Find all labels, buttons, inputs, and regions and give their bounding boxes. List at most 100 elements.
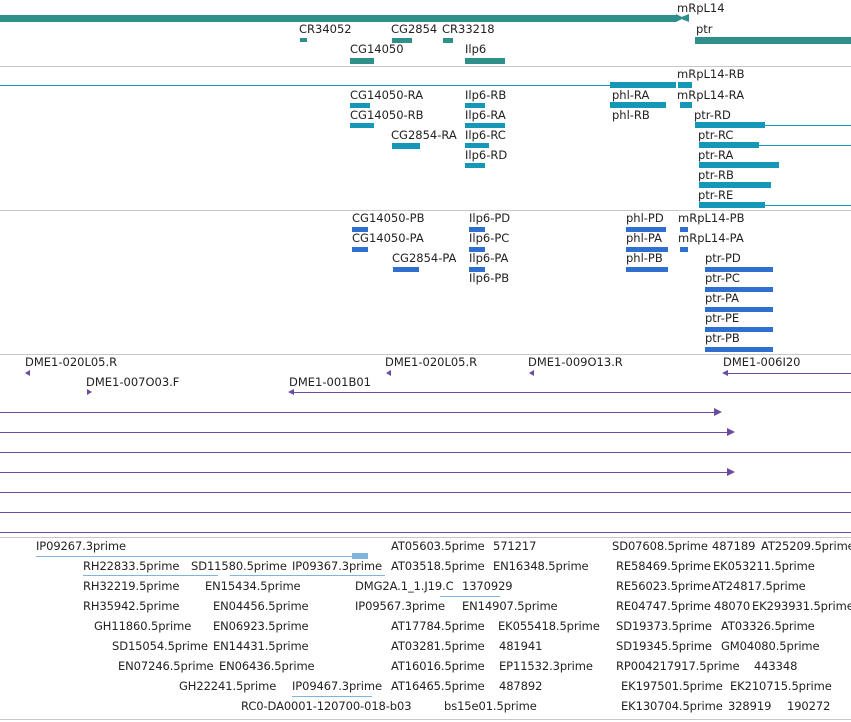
transcript-label[interactable]: ptr-RC xyxy=(698,128,734,142)
transcript-label[interactable]: phl-RA xyxy=(612,88,650,102)
est-label[interactable]: EK197501.5prime xyxy=(621,679,723,693)
est-label[interactable]: AT17784.5prime xyxy=(391,619,485,633)
est-label[interactable]: AT03281.5prime xyxy=(391,639,485,653)
probe-line[interactable] xyxy=(294,392,851,393)
protein-cg14050-pb-feature[interactable] xyxy=(352,227,368,232)
protein-label[interactable]: phl-PB xyxy=(626,251,663,265)
est-label[interactable]: RE56023.5prime xyxy=(616,579,711,593)
est-label[interactable]: 443348 xyxy=(754,659,798,673)
est-label[interactable]: EK293931.5prime xyxy=(752,599,851,613)
est-label[interactable]: IP09567.3prime xyxy=(355,599,445,613)
est-label[interactable]: EP11532.3prime xyxy=(499,659,593,673)
protein-label[interactable]: ptr-PA xyxy=(705,291,740,305)
probe-feature[interactable] xyxy=(386,370,391,376)
est-label[interactable]: GM04080.5prime xyxy=(721,639,820,653)
est-label[interactable]: GH11860.5prime xyxy=(94,619,192,633)
transcript-label[interactable]: Ilp6-RA xyxy=(465,108,506,122)
gene-label-cr33218[interactable]: CR33218 xyxy=(442,22,495,36)
transcript-label[interactable]: phl-RB xyxy=(612,108,650,122)
probe-line[interactable] xyxy=(0,432,727,433)
transcript-ptr-rb-feature[interactable] xyxy=(699,182,771,188)
est-label[interactable]: IP09267.3prime xyxy=(36,539,126,553)
est-label[interactable]: SD11580.5prime xyxy=(191,559,287,573)
transcript-phl-rb-feature[interactable] xyxy=(610,102,666,108)
transcript-label[interactable]: ptr-RD xyxy=(694,108,731,122)
gene-label-cg2854[interactable]: CG2854 xyxy=(391,22,438,36)
transcript-label[interactable]: mRpL14-RB xyxy=(677,67,745,81)
protein-label[interactable]: CG14050-PA xyxy=(352,231,424,245)
protein-phl-pd-feature[interactable] xyxy=(626,227,666,232)
est-label[interactable]: AT25209.5prime xyxy=(761,539,851,553)
protein-label[interactable]: mRpL14-PB xyxy=(678,211,745,225)
protein-cg14050-pa-feature[interactable] xyxy=(352,247,368,252)
transcript-mrpl14-rb-feature[interactable] xyxy=(678,82,692,88)
protein-label[interactable]: ptr-PE xyxy=(705,311,740,325)
transcript-label[interactable]: ptr-RE xyxy=(698,188,734,202)
est-label[interactable]: EK130704.5prime xyxy=(621,699,723,713)
protein-ptr-pd-feature[interactable] xyxy=(705,267,773,272)
gene-feature-cg14050[interactable] xyxy=(350,58,374,64)
gene-feature-ilp6[interactable] xyxy=(465,58,505,64)
est-label[interactable]: SD19345.5prime xyxy=(616,639,712,653)
transcript-mrpl14-ra-feature[interactable] xyxy=(680,102,692,108)
protein-label[interactable]: Ilp6-PC xyxy=(469,231,510,245)
est-label[interactable]: AT16016.5prime xyxy=(391,659,485,673)
protein-label[interactable]: ptr-PB xyxy=(705,331,740,345)
transcript-cg14050-ra-feature[interactable] xyxy=(350,103,370,108)
probe-label[interactable]: DME1-020L05.R xyxy=(25,355,118,369)
protein-label[interactable]: Ilp6-PD xyxy=(469,211,511,225)
protein-ilp6-pd-feature[interactable] xyxy=(469,227,485,232)
est-label[interactable]: AT03326.5prime xyxy=(721,619,815,633)
transcript-label[interactable]: CG14050-RB xyxy=(350,108,424,122)
probe-line[interactable] xyxy=(728,373,851,374)
est-line[interactable] xyxy=(36,556,362,557)
probe-feature[interactable] xyxy=(727,468,735,476)
probe-feature[interactable] xyxy=(722,370,728,376)
est-label[interactable]: EN16348.5prime xyxy=(493,559,589,573)
est-label[interactable]: GH22241.5prime xyxy=(179,679,277,693)
transcript-label[interactable]: Ilp6-RB xyxy=(465,88,507,102)
est-line[interactable] xyxy=(83,575,218,576)
probe-line[interactable] xyxy=(0,472,727,473)
probe-feature[interactable] xyxy=(288,389,294,395)
est-label[interactable]: RH22833.5prime xyxy=(83,559,180,573)
probe-label[interactable]: DME1-020L05.R xyxy=(385,355,478,369)
gene-label-ptr[interactable]: ptr xyxy=(696,22,713,36)
est-label[interactable]: DMG2A.1_1.J19.C xyxy=(355,579,454,593)
transcript-ilp6-rb-feature[interactable] xyxy=(465,103,485,108)
est-label[interactable]: EN06923.5prime xyxy=(213,619,309,633)
est-label[interactable]: 571217 xyxy=(493,539,537,553)
probe-line[interactable] xyxy=(0,452,851,453)
est-label[interactable]: RC0-DA0001-120700-018-b03 xyxy=(241,699,412,713)
est-label[interactable]: 481941 xyxy=(499,639,543,653)
est-label[interactable]: 487189 xyxy=(712,539,756,553)
gene-feature-mrpl14-end[interactable] xyxy=(679,14,689,22)
est-label[interactable]: 1370929 xyxy=(462,579,513,593)
protein-label[interactable]: ptr-PC xyxy=(705,271,740,285)
est-label[interactable]: EN07246.5prime xyxy=(118,659,214,673)
transcript-ptr-re-feature[interactable] xyxy=(699,202,765,208)
gene-feature-cr33218[interactable] xyxy=(443,38,453,43)
protein-phl-pa-feature[interactable] xyxy=(626,247,668,252)
gene-label-ilp6[interactable]: Ilp6 xyxy=(465,42,487,56)
gene-label-cr34052[interactable]: CR34052 xyxy=(299,22,352,36)
transcript-label[interactable]: ptr-RA xyxy=(698,148,734,162)
est-label[interactable]: EK055418.5prime xyxy=(498,619,600,633)
transcript-ptr-rc-line[interactable] xyxy=(759,145,851,146)
protein-mrpl14-pa-feature[interactable] xyxy=(680,247,688,252)
est-feature[interactable] xyxy=(352,553,368,559)
est-label[interactable]: 487892 xyxy=(499,679,543,693)
protein-label[interactable]: Ilp6-PA xyxy=(469,251,509,265)
probe-label[interactable]: DME1-007O03.F xyxy=(86,375,180,389)
protein-label[interactable]: CG2854-PA xyxy=(392,251,457,265)
probe-line[interactable] xyxy=(0,492,851,493)
est-label[interactable]: bs15e01.5prime xyxy=(444,699,537,713)
est-label[interactable]: RP004217917.5prime xyxy=(616,659,740,673)
probe-label[interactable]: DME1-009O13.R xyxy=(528,355,623,369)
transcript-ptr-rd-feature[interactable] xyxy=(695,122,765,128)
est-label[interactable]: RH32219.5prime xyxy=(83,579,180,593)
est-label[interactable]: RH35942.5prime xyxy=(83,599,180,613)
transcript-label[interactable]: Ilp6-RD xyxy=(465,148,508,162)
protein-label[interactable]: Ilp6-PB xyxy=(469,271,510,285)
est-label[interactable]: 48070 xyxy=(714,599,751,613)
